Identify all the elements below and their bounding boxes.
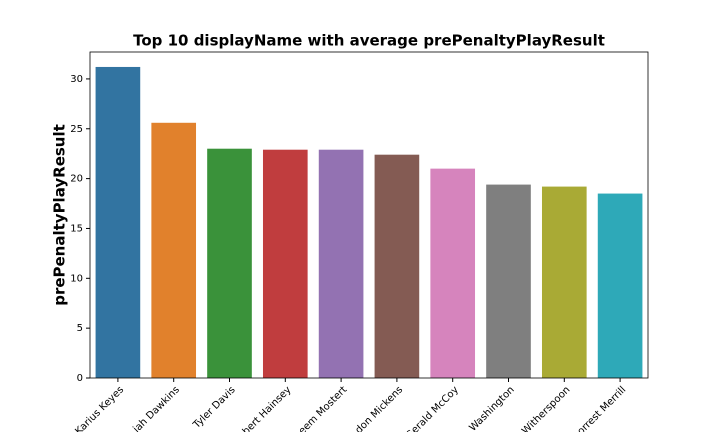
y-tick-label: 20 — [70, 174, 83, 185]
y-tick-label: 10 — [70, 273, 83, 284]
y-axis-label: prePenaltyPlayResult — [51, 124, 69, 306]
bar — [95, 66, 141, 378]
plot-frame — [89, 51, 649, 379]
x-tick-label: don Mickens — [354, 384, 406, 432]
y-tick-label: 5 — [77, 323, 83, 334]
bar — [262, 149, 308, 378]
bar — [430, 168, 476, 378]
x-tick-label: Witherspoon — [520, 384, 572, 432]
x-tick-label: orrest Merrill — [576, 384, 629, 432]
x-tick-label: eem Mostert — [297, 384, 350, 432]
y-tick-label: 15 — [70, 223, 83, 234]
x-tick-label: Karius Keyes — [73, 384, 126, 432]
x-tick-label: Washington — [467, 384, 516, 432]
bar — [207, 148, 252, 378]
bar — [318, 149, 364, 378]
bar — [374, 154, 420, 378]
bar — [541, 186, 587, 378]
bar — [486, 184, 531, 378]
bar — [151, 122, 197, 379]
x-tick-label: bert Hainsey — [241, 384, 294, 432]
x-tick-label: Gerald McCoy — [404, 384, 461, 432]
y-tick-label: 30 — [70, 74, 83, 85]
bar — [597, 193, 643, 378]
chart-title: Top 10 displayName with average prePenal… — [133, 32, 605, 50]
x-tick-label: Tyler Davis — [191, 384, 238, 431]
x-tick-label: iah Dawkins — [131, 384, 182, 432]
y-tick-label: 25 — [70, 124, 83, 135]
y-tick-label: 0 — [77, 373, 83, 384]
